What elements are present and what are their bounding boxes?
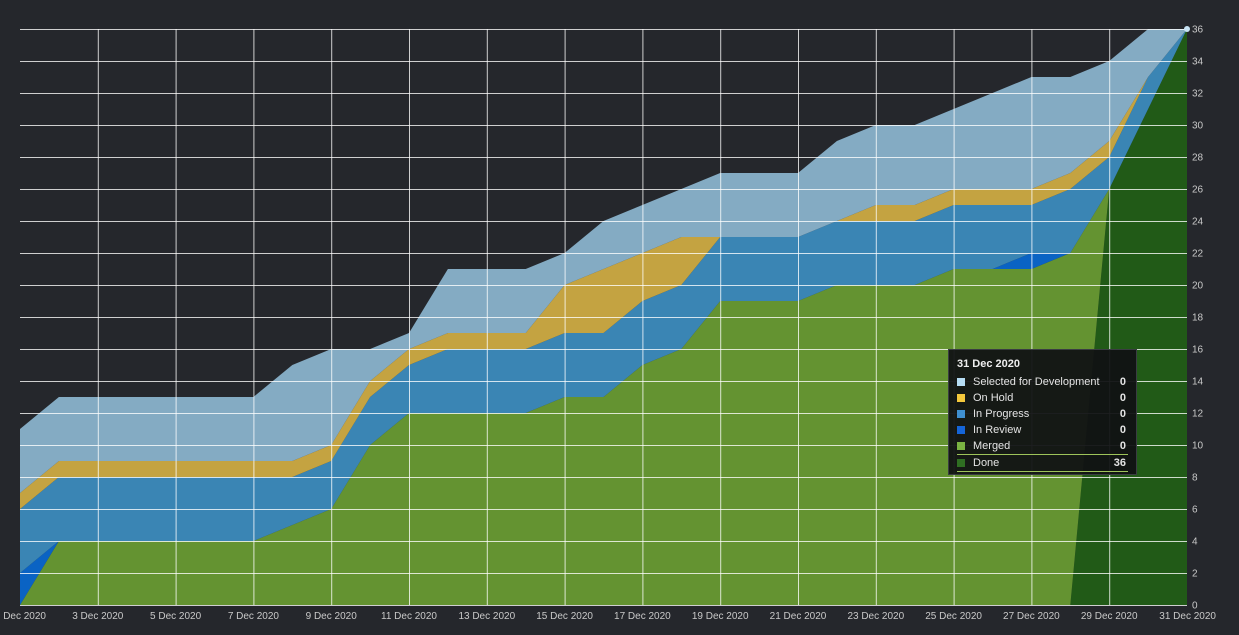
x-tick-label: 7 Dec 2020 [228, 611, 280, 622]
y-tick-label: 22 [1192, 249, 1204, 260]
x-tick-label: Dec 2020 [3, 611, 46, 622]
y-tick-label: 24 [1192, 217, 1204, 228]
y-tick-label: 18 [1192, 313, 1204, 324]
tooltip-row-in-review: In Review 0 [957, 422, 1128, 438]
tooltip-row-in-progress: In Progress 0 [957, 406, 1128, 422]
legend-swatch [957, 394, 965, 402]
tooltip-series-value: 0 [1119, 392, 1126, 404]
tooltip-series-value: 0 [1119, 424, 1126, 436]
hover-tooltip: 31 Dec 2020 Selected for Development 0 On … [948, 349, 1137, 475]
tooltip-series-value: 0 [1119, 440, 1126, 452]
y-tick-label: 12 [1192, 409, 1204, 420]
legend-swatch [957, 459, 965, 467]
y-tick-label: 2 [1192, 569, 1198, 580]
legend-swatch [957, 410, 965, 418]
x-tick-label: 9 Dec 2020 [306, 611, 358, 622]
y-tick-label: 36 [1192, 25, 1204, 36]
tooltip-series-name: Done [973, 457, 1000, 469]
tooltip-series-value: 0 [1119, 408, 1126, 420]
x-tick-label: 23 Dec 2020 [847, 611, 904, 622]
x-tick-label: 13 Dec 2020 [458, 611, 515, 622]
x-tick-label: 5 Dec 2020 [150, 611, 202, 622]
series-areas [20, 29, 1187, 605]
y-tick-label: 26 [1192, 185, 1204, 196]
tooltip-series-name: In Review [973, 424, 1022, 436]
legend-swatch [957, 378, 965, 386]
legend-swatch [957, 426, 965, 434]
tooltip-rows: Selected for Development 0 On Hold 0 In Prog… [957, 374, 1128, 472]
area-in-progress [20, 29, 1187, 573]
y-tick-label: 8 [1192, 473, 1198, 484]
y-tick-label: 34 [1192, 57, 1204, 68]
x-tick-label: 27 Dec 2020 [1003, 611, 1060, 622]
x-tick-label: 17 Dec 2020 [614, 611, 671, 622]
grid-lines [20, 29, 1187, 606]
y-tick-label: 20 [1192, 281, 1204, 292]
tooltip-row-on-hold: On Hold 0 [957, 390, 1128, 406]
tooltip-series-value: 36 [1113, 457, 1126, 469]
tooltip-row-selected-for-development: Selected for Development 0 [957, 374, 1128, 390]
x-tick-label: 15 Dec 2020 [536, 611, 593, 622]
tooltip-title: 31 Dec 2020 [957, 358, 1020, 370]
tooltip-row-done: Done 36 [957, 454, 1128, 472]
tooltip-series-name: Selected for Development [973, 376, 1100, 388]
y-tick-label: 6 [1192, 505, 1198, 516]
x-axis-tick-labels: Dec 2020 3 Dec 2020 5 Dec 2020 7 Dec 2020 9 … [3, 611, 1216, 622]
x-tick-label: 25 Dec 2020 [925, 611, 982, 622]
y-tick-label: 4 [1192, 537, 1198, 548]
legend-swatch [957, 442, 965, 450]
area-selected-for-development [20, 29, 1187, 493]
x-tick-label: 11 Dec 2020 [381, 611, 437, 622]
x-tick-label: 19 Dec 2020 [692, 611, 749, 622]
y-tick-label: 10 [1192, 441, 1204, 452]
tooltip-series-name: On Hold [973, 392, 1014, 404]
area-merged [20, 29, 1187, 605]
tooltip-row-merged: Merged 0 [957, 438, 1128, 454]
y-tick-label: 16 [1192, 345, 1204, 356]
y-tick-label: 14 [1192, 377, 1204, 388]
x-tick-label: 31 Dec 2020 [1159, 611, 1216, 622]
tooltip-series-value: 0 [1119, 376, 1126, 388]
y-tick-label: 30 [1192, 121, 1204, 132]
x-tick-label: 21 Dec 2020 [770, 611, 827, 622]
tooltip-series-name: Merged [973, 440, 1011, 452]
y-tick-label: 0 [1192, 601, 1198, 612]
hover-point-marker [1184, 26, 1190, 32]
y-tick-label: 32 [1192, 89, 1204, 100]
y-tick-label: 28 [1192, 153, 1204, 164]
tooltip-series-name: In Progress [973, 408, 1030, 420]
x-tick-label: 29 Dec 2020 [1081, 611, 1138, 622]
x-tick-label: 3 Dec 2020 [72, 611, 124, 622]
